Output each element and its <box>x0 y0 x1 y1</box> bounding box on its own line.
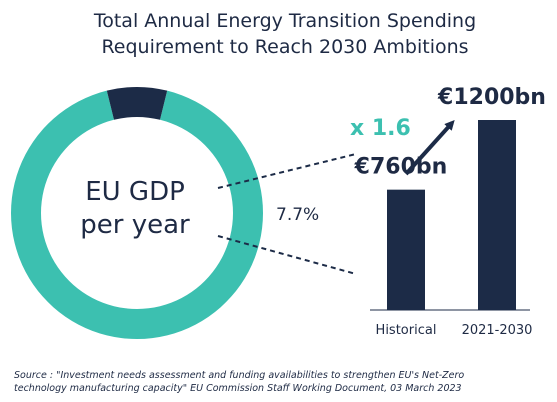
x-tick-label: Historical <box>376 323 437 338</box>
donut-center-label-line-1: EU GDP <box>85 177 185 207</box>
gdp-share-label: 7.7% <box>276 205 319 225</box>
gdp-donut-chart <box>11 87 263 339</box>
dashed-connector-upper <box>217 153 357 189</box>
chart-title-line-2: Requirement to Reach 2030 Ambitions <box>101 36 468 58</box>
growth-arrow <box>404 120 455 176</box>
donut-slice-energy-spending <box>106 87 168 120</box>
x-tick-label: 2021-2030 <box>462 323 533 338</box>
spending-bar-chart: €760bn Historical €1200bn 2021-2030 <box>354 85 546 338</box>
donut-center-label-line-2: per year <box>80 210 190 240</box>
chart-title-line-1: Total Annual Energy Transition Spending <box>93 10 476 32</box>
bar-value-label: €1200bn <box>437 85 546 110</box>
bar-historical <box>387 189 425 310</box>
source-note-line-2: technology manufacturing capacity" EU Co… <box>14 383 462 394</box>
source-note-line-1: Source : "Investment needs assessment an… <box>14 370 464 381</box>
growth-multiplier-label: x 1.6 <box>350 116 411 141</box>
bar-value-label: €760bn <box>354 155 448 180</box>
dashed-connector-lower <box>217 235 357 275</box>
bar-2021-2030 <box>478 120 516 310</box>
